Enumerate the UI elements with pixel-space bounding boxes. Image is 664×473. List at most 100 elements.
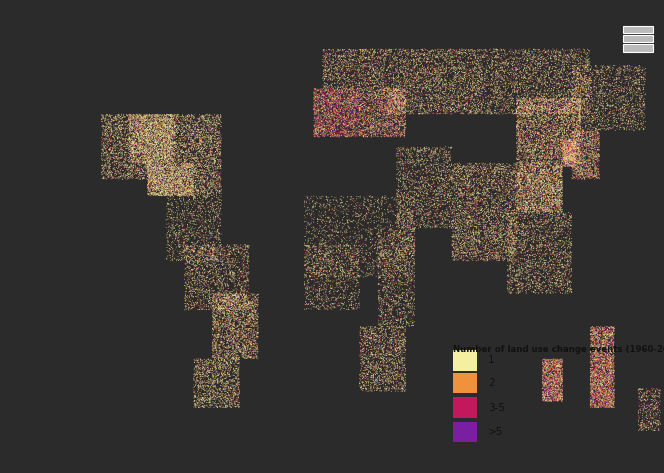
Point: [169, 157, 179, 164]
Point: [329, 105, 339, 113]
Point: [520, 87, 531, 95]
Point: [568, 94, 578, 102]
Point: [480, 214, 491, 222]
Point: [195, 134, 205, 141]
Point: [424, 217, 434, 225]
Point: [363, 363, 374, 371]
Point: [519, 202, 530, 210]
Point: [598, 326, 608, 333]
Point: [425, 203, 436, 210]
Point: [380, 122, 391, 130]
Point: [404, 223, 415, 231]
Point: [147, 184, 158, 192]
Point: [637, 92, 647, 99]
Point: [518, 72, 529, 79]
Point: [396, 127, 406, 135]
Point: [369, 66, 379, 74]
Point: [458, 195, 469, 203]
Point: [496, 240, 507, 248]
Point: [517, 63, 527, 71]
Point: [602, 385, 613, 392]
Point: [339, 99, 349, 107]
Point: [141, 163, 152, 170]
Point: [553, 359, 564, 366]
Point: [542, 179, 553, 187]
Point: [589, 393, 600, 400]
Point: [224, 299, 235, 307]
Point: [551, 392, 562, 400]
Point: [317, 95, 327, 102]
Point: [301, 295, 312, 303]
Point: [517, 84, 528, 91]
Point: [554, 200, 565, 208]
Point: [459, 71, 470, 79]
Point: [329, 101, 339, 109]
Point: [162, 137, 173, 145]
Point: [153, 157, 164, 164]
Point: [476, 159, 487, 167]
Point: [533, 110, 543, 117]
Point: [230, 388, 240, 396]
Point: [208, 142, 219, 149]
Point: [459, 104, 470, 112]
Point: [620, 108, 631, 116]
Point: [530, 186, 540, 193]
Point: [512, 183, 523, 190]
Point: [309, 121, 320, 129]
Point: [537, 131, 548, 139]
Point: [536, 195, 546, 202]
Point: [451, 176, 461, 184]
Point: [508, 286, 519, 293]
Point: [414, 67, 425, 75]
Point: [326, 66, 337, 74]
Point: [122, 143, 133, 150]
Point: [465, 86, 475, 93]
Point: [548, 376, 558, 383]
Point: [382, 320, 392, 328]
Point: [518, 148, 529, 156]
Point: [241, 316, 252, 324]
Point: [512, 181, 523, 188]
Point: [303, 242, 313, 250]
Point: [472, 75, 483, 82]
Point: [606, 122, 617, 130]
Point: [465, 213, 476, 220]
Point: [318, 92, 329, 99]
Point: [321, 250, 332, 257]
Point: [240, 331, 250, 338]
Point: [381, 129, 392, 137]
Point: [602, 102, 612, 110]
Point: [400, 382, 411, 390]
Point: [167, 180, 177, 188]
Point: [499, 209, 509, 217]
Point: [559, 160, 570, 167]
Point: [471, 236, 481, 244]
Point: [198, 193, 208, 201]
Point: [171, 178, 181, 186]
Point: [489, 183, 500, 190]
Point: [417, 65, 428, 72]
Point: [653, 408, 663, 416]
Point: [162, 120, 173, 128]
Point: [172, 188, 183, 195]
Point: [159, 121, 169, 128]
Point: [222, 344, 233, 351]
Point: [125, 163, 136, 171]
Point: [568, 159, 579, 167]
Point: [538, 55, 548, 63]
Point: [575, 75, 586, 82]
Point: [154, 118, 165, 126]
Point: [550, 113, 560, 120]
Point: [189, 375, 199, 383]
Point: [512, 191, 523, 199]
Point: [576, 69, 586, 76]
Point: [374, 365, 385, 372]
Point: [140, 149, 151, 156]
Point: [578, 158, 588, 166]
Point: [311, 115, 322, 123]
Point: [588, 398, 598, 405]
Point: [392, 255, 403, 263]
Point: [497, 245, 508, 252]
Point: [408, 150, 418, 158]
Point: [584, 136, 595, 143]
